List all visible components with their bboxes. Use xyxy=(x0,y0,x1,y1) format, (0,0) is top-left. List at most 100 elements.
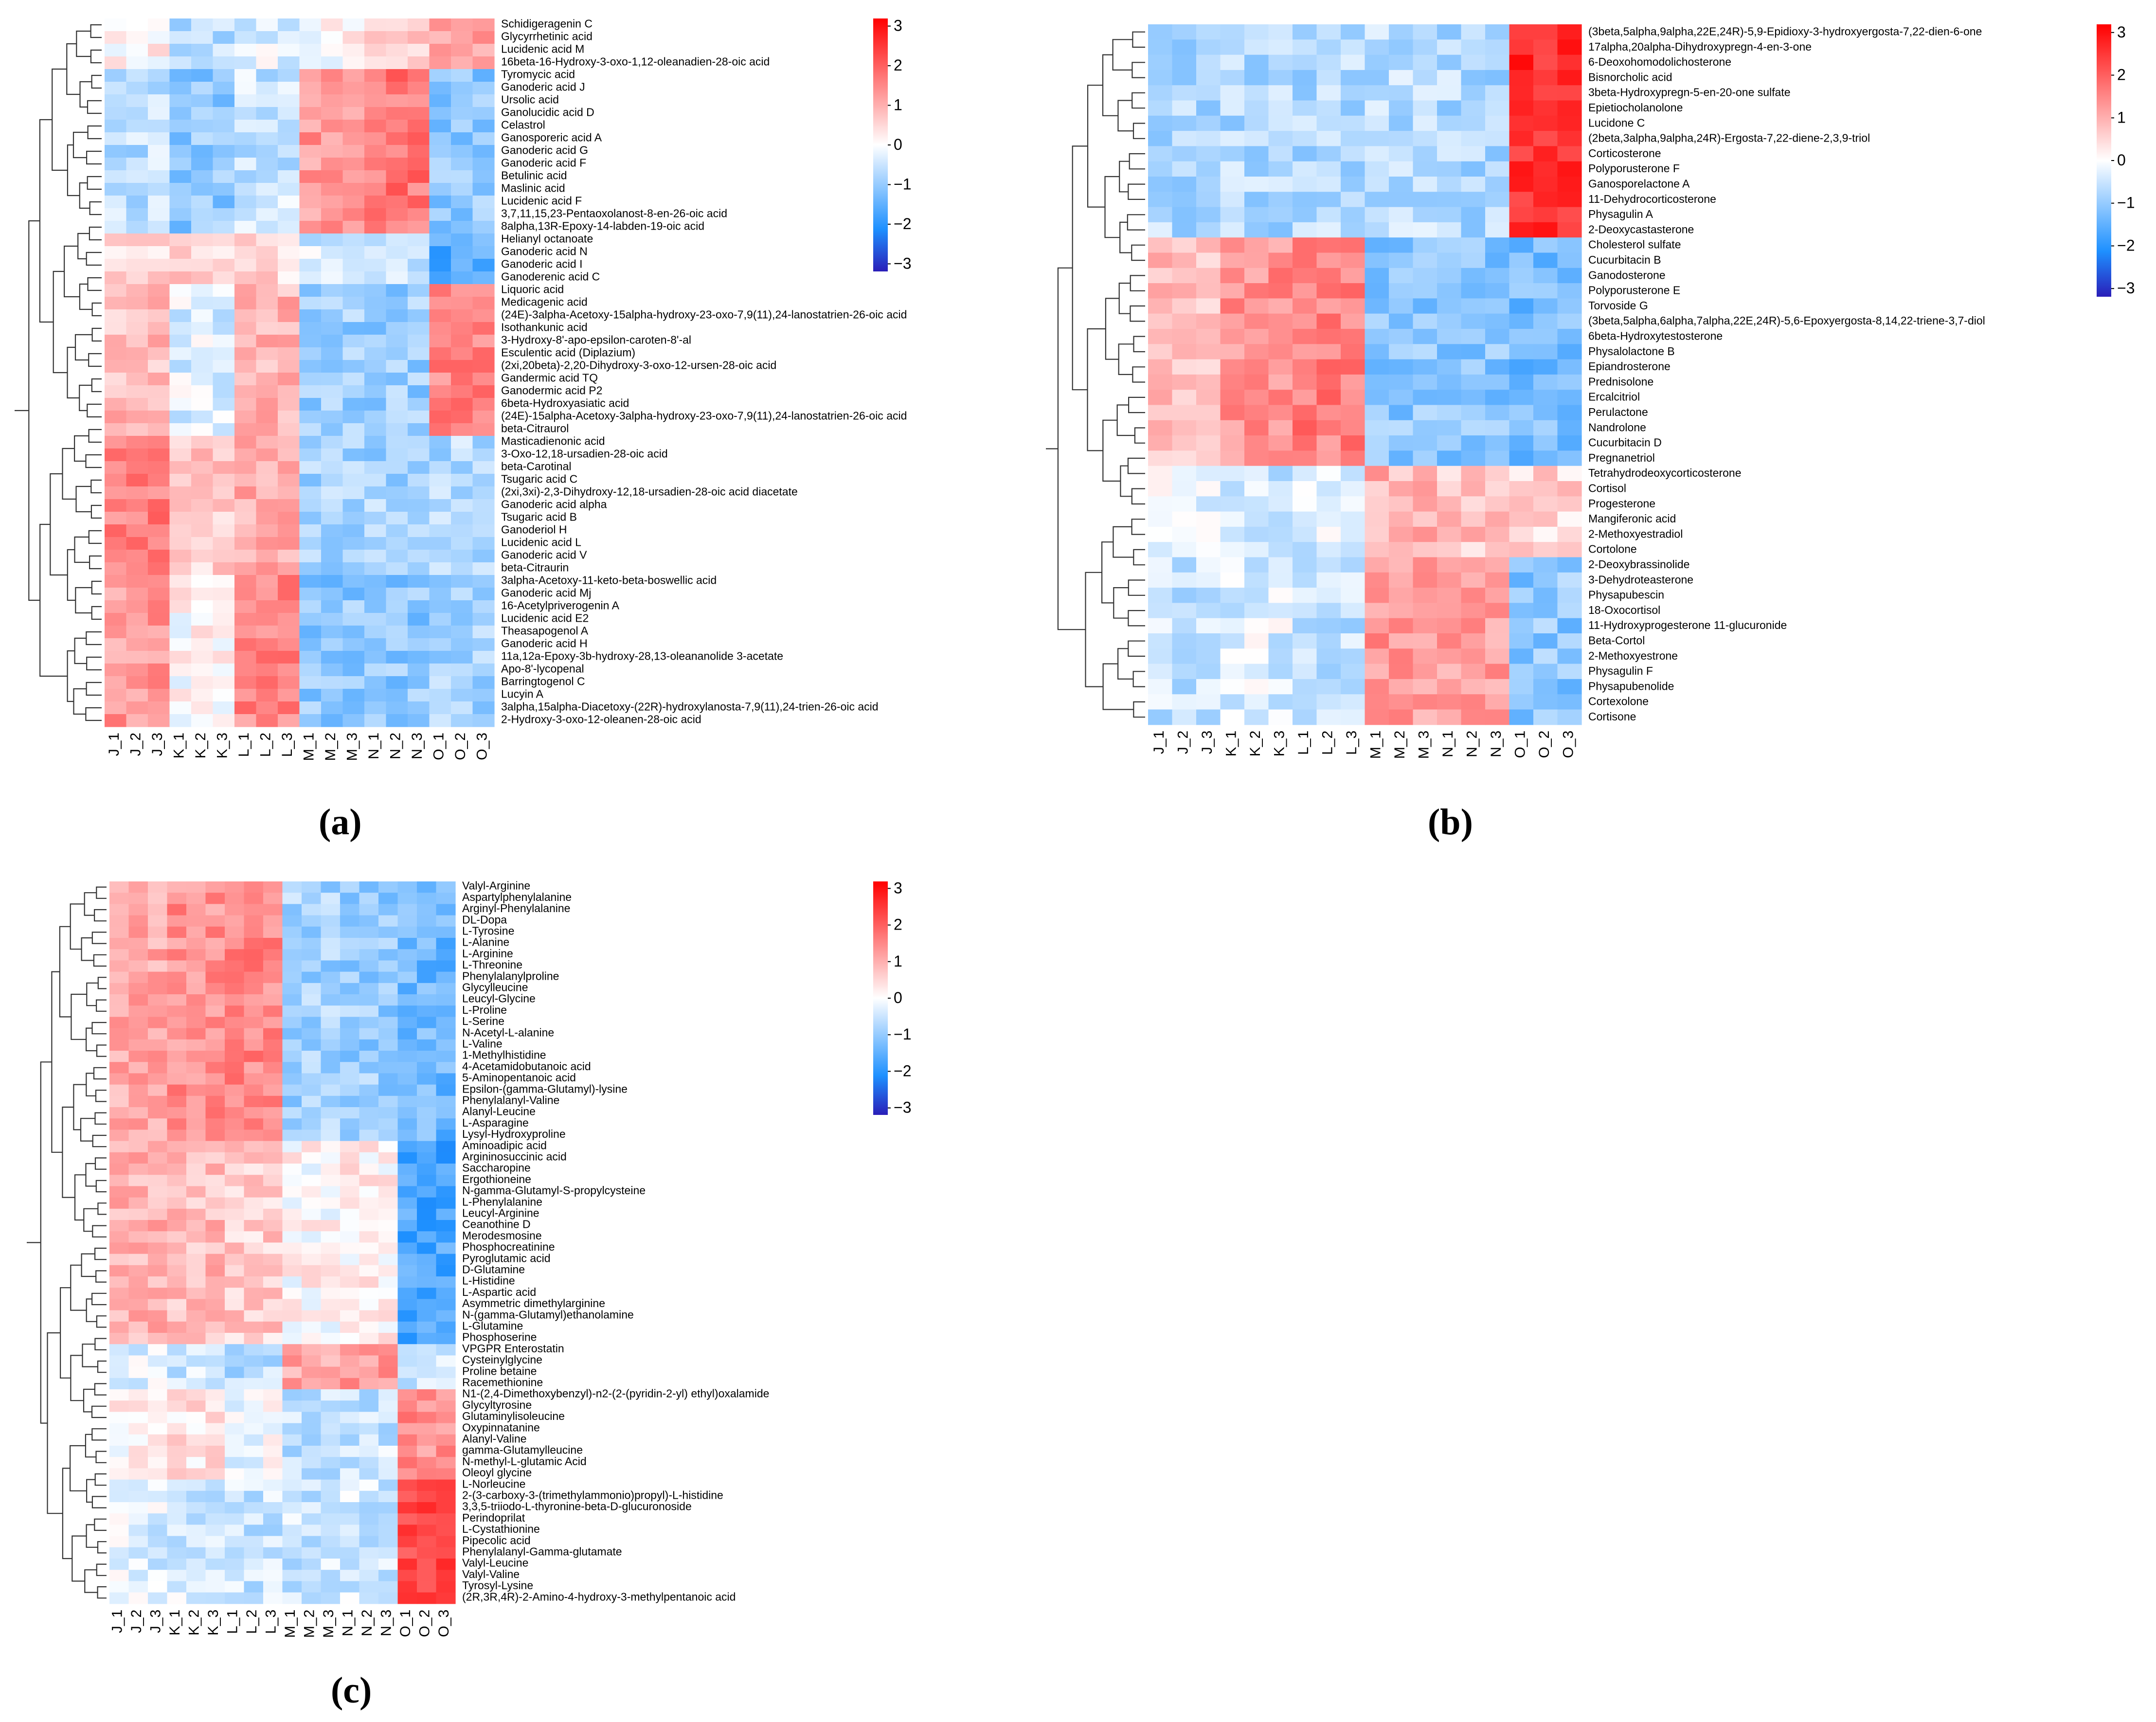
heatmap-cell xyxy=(234,423,257,436)
heatmap-cell xyxy=(359,1355,379,1367)
heatmap-cell xyxy=(417,1299,437,1311)
heatmap-cell xyxy=(278,512,300,525)
heatmap-cell xyxy=(213,183,235,196)
heatmap-cell xyxy=(105,56,127,70)
heatmap-cell xyxy=(234,196,257,209)
panel-label: (a) xyxy=(319,802,362,843)
heatmap-cell xyxy=(472,56,495,70)
heatmap-cell xyxy=(321,486,343,500)
row-label: Epsilon-(gamma-Glutamyl)-lysine xyxy=(462,1082,628,1095)
heatmap-cell xyxy=(105,486,127,500)
heatmap-cell xyxy=(359,1299,379,1311)
heatmap-cell xyxy=(472,196,495,209)
heatmap-cell xyxy=(1485,390,1510,406)
heatmap-cell xyxy=(1509,694,1534,710)
heatmap-cell xyxy=(126,550,148,563)
heatmap-cell xyxy=(256,44,278,57)
heatmap-cell xyxy=(302,1321,322,1333)
heatmap-cell xyxy=(191,107,214,120)
heatmap-cell xyxy=(169,120,192,133)
heatmap-cell xyxy=(278,309,300,323)
heatmap-cell xyxy=(378,1051,398,1062)
heatmap-cell xyxy=(397,1254,417,1266)
heatmap-cell xyxy=(148,1141,168,1153)
heatmap-cell xyxy=(1413,100,1437,116)
heatmap-cell xyxy=(1220,390,1245,406)
heatmap-cell xyxy=(1341,100,1365,116)
heatmap-cell xyxy=(1172,344,1197,360)
heatmap-cell xyxy=(417,1017,437,1029)
heatmap-cell xyxy=(364,626,387,639)
heatmap-cell xyxy=(205,1389,225,1401)
heatmap-cell xyxy=(1220,511,1245,527)
heatmap-cell xyxy=(128,994,148,1006)
heatmap-cell xyxy=(186,983,206,995)
heatmap-cell xyxy=(1365,344,1389,360)
heatmap-cell xyxy=(191,69,214,82)
heatmap-cell xyxy=(1461,237,1486,253)
dendrogram-branch xyxy=(79,283,92,310)
row-label: 5-Aminopentanoic acid xyxy=(462,1071,576,1084)
heatmap-cell xyxy=(126,145,148,158)
heatmap-cell xyxy=(321,1536,341,1548)
heatmap-cell xyxy=(1365,24,1389,40)
row-label: Ganosporeric acid A xyxy=(501,131,602,144)
heatmap-cell xyxy=(1557,54,1582,71)
row-label: Cortisol xyxy=(1588,482,1626,495)
heatmap-cell xyxy=(1437,542,1462,558)
heatmap-cell xyxy=(1485,283,1510,299)
heatmap-cell xyxy=(299,196,322,209)
heatmap-cell xyxy=(1172,207,1197,223)
heatmap-cell xyxy=(1196,344,1221,360)
heatmap-cell xyxy=(205,1164,225,1175)
heatmap-cell xyxy=(148,1536,168,1548)
heatmap-cell xyxy=(282,1220,302,1232)
heatmap-cell xyxy=(1293,115,1317,131)
heatmap-cell xyxy=(244,1095,264,1108)
heatmap-cell xyxy=(234,31,257,44)
dendrogram-branch xyxy=(95,1090,107,1102)
heatmap-cell xyxy=(417,1525,437,1537)
heatmap-cell xyxy=(1533,679,1558,695)
heatmap-cell xyxy=(1533,664,1558,680)
heatmap-cell xyxy=(225,1468,245,1480)
heatmap-cell xyxy=(282,1592,302,1604)
heatmap-cell xyxy=(225,1005,245,1017)
heatmap-cell xyxy=(263,1446,283,1457)
heatmap-cell xyxy=(225,1525,245,1537)
heatmap-cell xyxy=(1509,633,1534,649)
heatmap-cell xyxy=(1557,252,1582,269)
heatmap-cell xyxy=(282,1242,302,1255)
heatmap-cell xyxy=(364,562,387,575)
heatmap-cell xyxy=(386,385,408,398)
heatmap-cell xyxy=(213,145,235,158)
heatmap-cell xyxy=(1341,131,1365,146)
heatmap-cell xyxy=(451,651,473,664)
heatmap-cell xyxy=(1413,511,1437,527)
heatmap-cell xyxy=(429,714,451,727)
heatmap-cell xyxy=(186,1084,206,1096)
heatmap-cell xyxy=(263,994,283,1006)
heatmap-cell xyxy=(342,233,365,247)
heatmap-cell xyxy=(148,1310,168,1322)
heatmap-cell xyxy=(1316,131,1341,146)
heatmap-cell xyxy=(342,524,365,538)
heatmap-cell xyxy=(1293,268,1317,284)
heatmap-cell xyxy=(1413,588,1437,603)
heatmap-cell xyxy=(234,499,257,512)
heatmap-cell xyxy=(1220,648,1245,664)
heatmap-cell xyxy=(1389,466,1414,482)
heatmap-cell xyxy=(359,926,379,938)
heatmap-cell xyxy=(1220,207,1245,223)
heatmap-cell xyxy=(213,423,235,436)
heatmap-cell xyxy=(364,486,387,500)
heatmap-cell xyxy=(321,550,343,563)
heatmap-cell xyxy=(1437,588,1462,603)
heatmap-cell xyxy=(109,1028,129,1040)
heatmap-cell xyxy=(378,1547,398,1559)
heatmap-cell xyxy=(1437,237,1462,253)
heatmap-cell xyxy=(302,1299,322,1311)
heatmap-cell xyxy=(1509,405,1534,421)
heatmap-cell xyxy=(1557,481,1582,497)
heatmap-cell xyxy=(256,651,278,664)
